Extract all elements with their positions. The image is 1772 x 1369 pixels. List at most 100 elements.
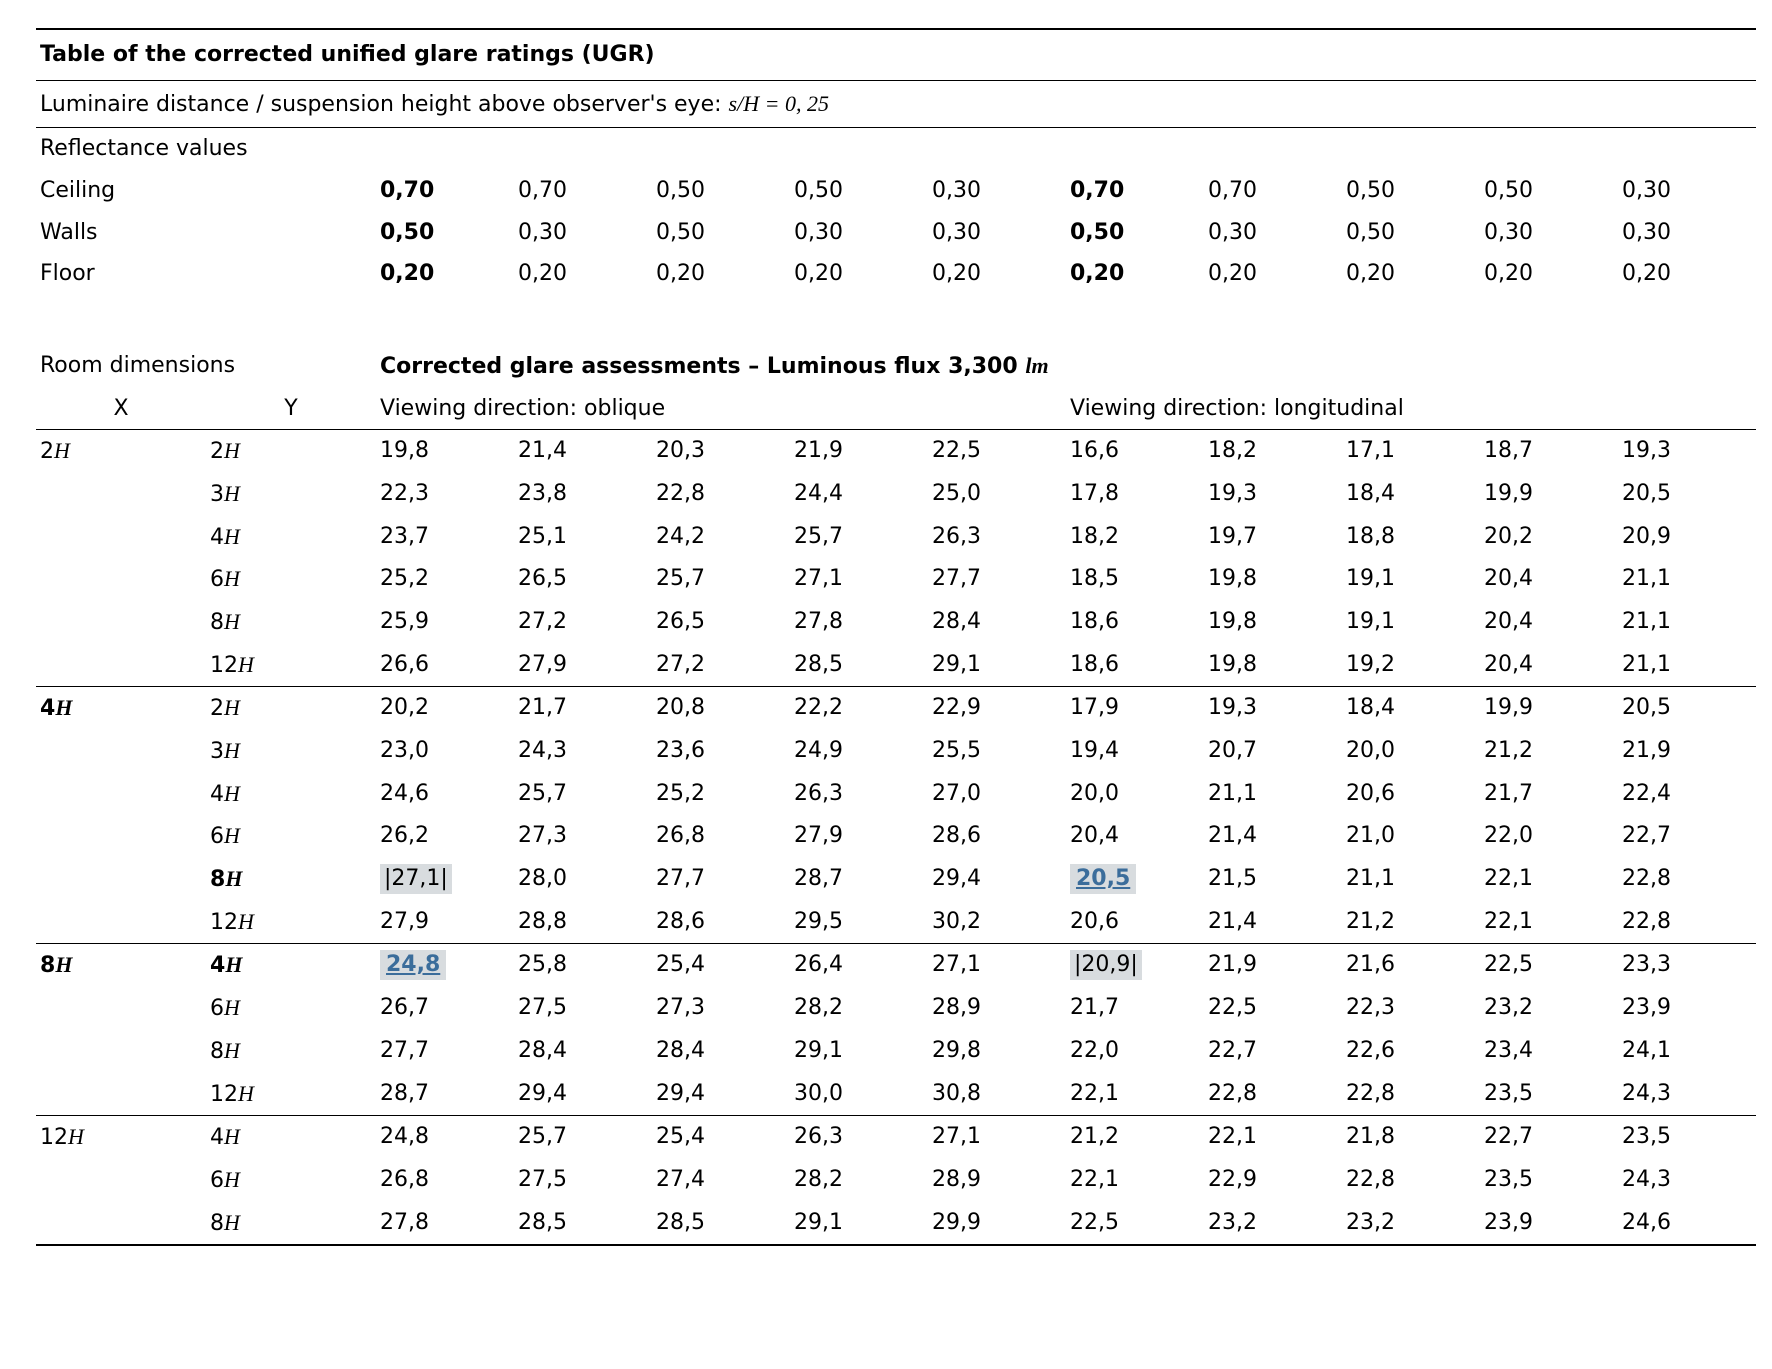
data-row: 6H25,226,525,727,127,718,519,819,120,421… <box>36 558 1756 601</box>
value-cell: 18,7 <box>1480 430 1618 473</box>
value-cell: 22,8 <box>652 473 790 516</box>
value-cell: 27,9 <box>790 815 928 858</box>
reflectance-row: Floor0,200,200,200,200,200,200,200,200,2… <box>36 253 1756 295</box>
value-cell: 22,7 <box>1204 1030 1342 1073</box>
value-cell: 24,3 <box>514 730 652 773</box>
x-label: X <box>36 388 206 430</box>
data-row: 8H27,728,428,429,129,822,022,722,623,424… <box>36 1030 1756 1073</box>
value-cell: 21,2 <box>1066 1116 1204 1159</box>
value-cell: 28,5 <box>790 644 928 687</box>
value-cell: 18,5 <box>1066 558 1204 601</box>
value-cell: 25,7 <box>514 1116 652 1159</box>
view-longitudinal-label: Viewing direction: longitudinal <box>1066 388 1756 430</box>
data-row: 4H24,625,725,226,327,020,021,120,621,722… <box>36 773 1756 816</box>
value-cell: 21,0 <box>1342 815 1480 858</box>
data-row: 3H22,323,822,824,425,017,819,318,419,920… <box>36 473 1756 516</box>
value-cell: 20,7 <box>1204 730 1342 773</box>
value-cell: 19,8 <box>1204 558 1342 601</box>
data-row: 12H4H24,825,725,426,327,121,222,121,822,… <box>36 1116 1756 1159</box>
value-cell: 28,7 <box>376 1073 514 1116</box>
value-cell: 27,4 <box>652 1159 790 1202</box>
value-cell: 29,1 <box>790 1202 928 1246</box>
value-cell: 21,6 <box>1342 944 1480 987</box>
value-cell: 21,1 <box>1618 601 1756 644</box>
value-cell: 28,5 <box>652 1202 790 1246</box>
value-cell: 25,4 <box>652 1116 790 1159</box>
y-cell: 8H <box>206 858 376 901</box>
value-cell: 21,4 <box>514 430 652 473</box>
y-cell: 4H <box>206 944 376 987</box>
value-cell: 22,0 <box>1480 815 1618 858</box>
value-cell: 19,1 <box>1342 558 1480 601</box>
value-cell: 26,3 <box>928 516 1066 559</box>
value-cell: 19,3 <box>1618 430 1756 473</box>
value-cell: 22,0 <box>1066 1030 1204 1073</box>
y-cell: 2H <box>206 687 376 730</box>
value-cell: 19,8 <box>1204 644 1342 687</box>
value-cell: 25,2 <box>652 773 790 816</box>
x-cell <box>36 1073 206 1116</box>
value-cell: 20,2 <box>1480 516 1618 559</box>
x-cell: 12H <box>36 1116 206 1159</box>
value-cell: 28,9 <box>928 1159 1066 1202</box>
y-cell: 2H <box>206 430 376 473</box>
value-cell: 27,2 <box>652 644 790 687</box>
y-cell: 12H <box>206 1073 376 1116</box>
data-row: 6H26,827,527,428,228,922,122,922,823,524… <box>36 1159 1756 1202</box>
y-cell: 4H <box>206 516 376 559</box>
value-cell: |20,9| <box>1066 944 1204 987</box>
reflectance-value: 0,20 <box>1066 253 1204 295</box>
value-cell: 22,4 <box>1618 773 1756 816</box>
value-cell: 21,1 <box>1204 773 1342 816</box>
value-cell: 26,4 <box>790 944 928 987</box>
value-cell: 18,4 <box>1342 473 1480 516</box>
value-cell: 22,5 <box>1204 987 1342 1030</box>
reflectance-value: 0,50 <box>1480 170 1618 212</box>
value-cell: 23,7 <box>376 516 514 559</box>
value-cell: 29,1 <box>928 644 1066 687</box>
x-cell <box>36 730 206 773</box>
value-cell: 19,9 <box>1480 687 1618 730</box>
reflectance-value: 0,70 <box>1066 170 1204 212</box>
value-cell: 28,4 <box>652 1030 790 1073</box>
value-cell: 21,2 <box>1342 901 1480 944</box>
data-row: 3H23,024,323,624,925,519,420,720,021,221… <box>36 730 1756 773</box>
value-cell: 23,2 <box>1480 987 1618 1030</box>
value-cell: |27,1| <box>376 858 514 901</box>
value-cell: 22,1 <box>1066 1159 1204 1202</box>
value-cell: 18,2 <box>1066 516 1204 559</box>
table-subtitle-row: Luminaire distance / suspension height a… <box>36 80 1756 128</box>
value-cell: 28,2 <box>790 1159 928 1202</box>
value-cell: 21,1 <box>1618 558 1756 601</box>
value-cell: 23,5 <box>1480 1159 1618 1202</box>
value-cell: 22,1 <box>1480 901 1618 944</box>
reflectance-value: 0,50 <box>1342 170 1480 212</box>
value-cell: 28,7 <box>790 858 928 901</box>
value-cell: 28,0 <box>514 858 652 901</box>
data-row: 12H26,627,927,228,529,118,619,819,220,42… <box>36 644 1756 687</box>
value-cell: 27,9 <box>376 901 514 944</box>
view-oblique-label: Viewing direction: oblique <box>376 388 1066 430</box>
value-cell: 22,3 <box>376 473 514 516</box>
reflectance-value: 0,50 <box>790 170 928 212</box>
reflectance-value: 0,30 <box>928 170 1066 212</box>
value-cell: 25,2 <box>376 558 514 601</box>
value-cell: 22,8 <box>1618 858 1756 901</box>
value-cell: 26,7 <box>376 987 514 1030</box>
x-cell: 2H <box>36 430 206 473</box>
value-cell: 21,1 <box>1618 644 1756 687</box>
value-cell: 27,9 <box>514 644 652 687</box>
table-title-row: Table of the corrected unified glare rat… <box>36 29 1756 80</box>
value-cell: 25,1 <box>514 516 652 559</box>
value-cell: 25,7 <box>652 558 790 601</box>
value-cell: 28,4 <box>928 601 1066 644</box>
reflectance-name: Walls <box>36 212 376 254</box>
value-cell: 20,4 <box>1480 601 1618 644</box>
value-cell: 22,1 <box>1480 858 1618 901</box>
value-cell: 24,4 <box>790 473 928 516</box>
value-cell: 28,2 <box>790 987 928 1030</box>
value-cell: 25,9 <box>376 601 514 644</box>
value-cell: 19,8 <box>1204 601 1342 644</box>
value-cell: 27,8 <box>790 601 928 644</box>
reflectance-value: 0,20 <box>790 253 928 295</box>
